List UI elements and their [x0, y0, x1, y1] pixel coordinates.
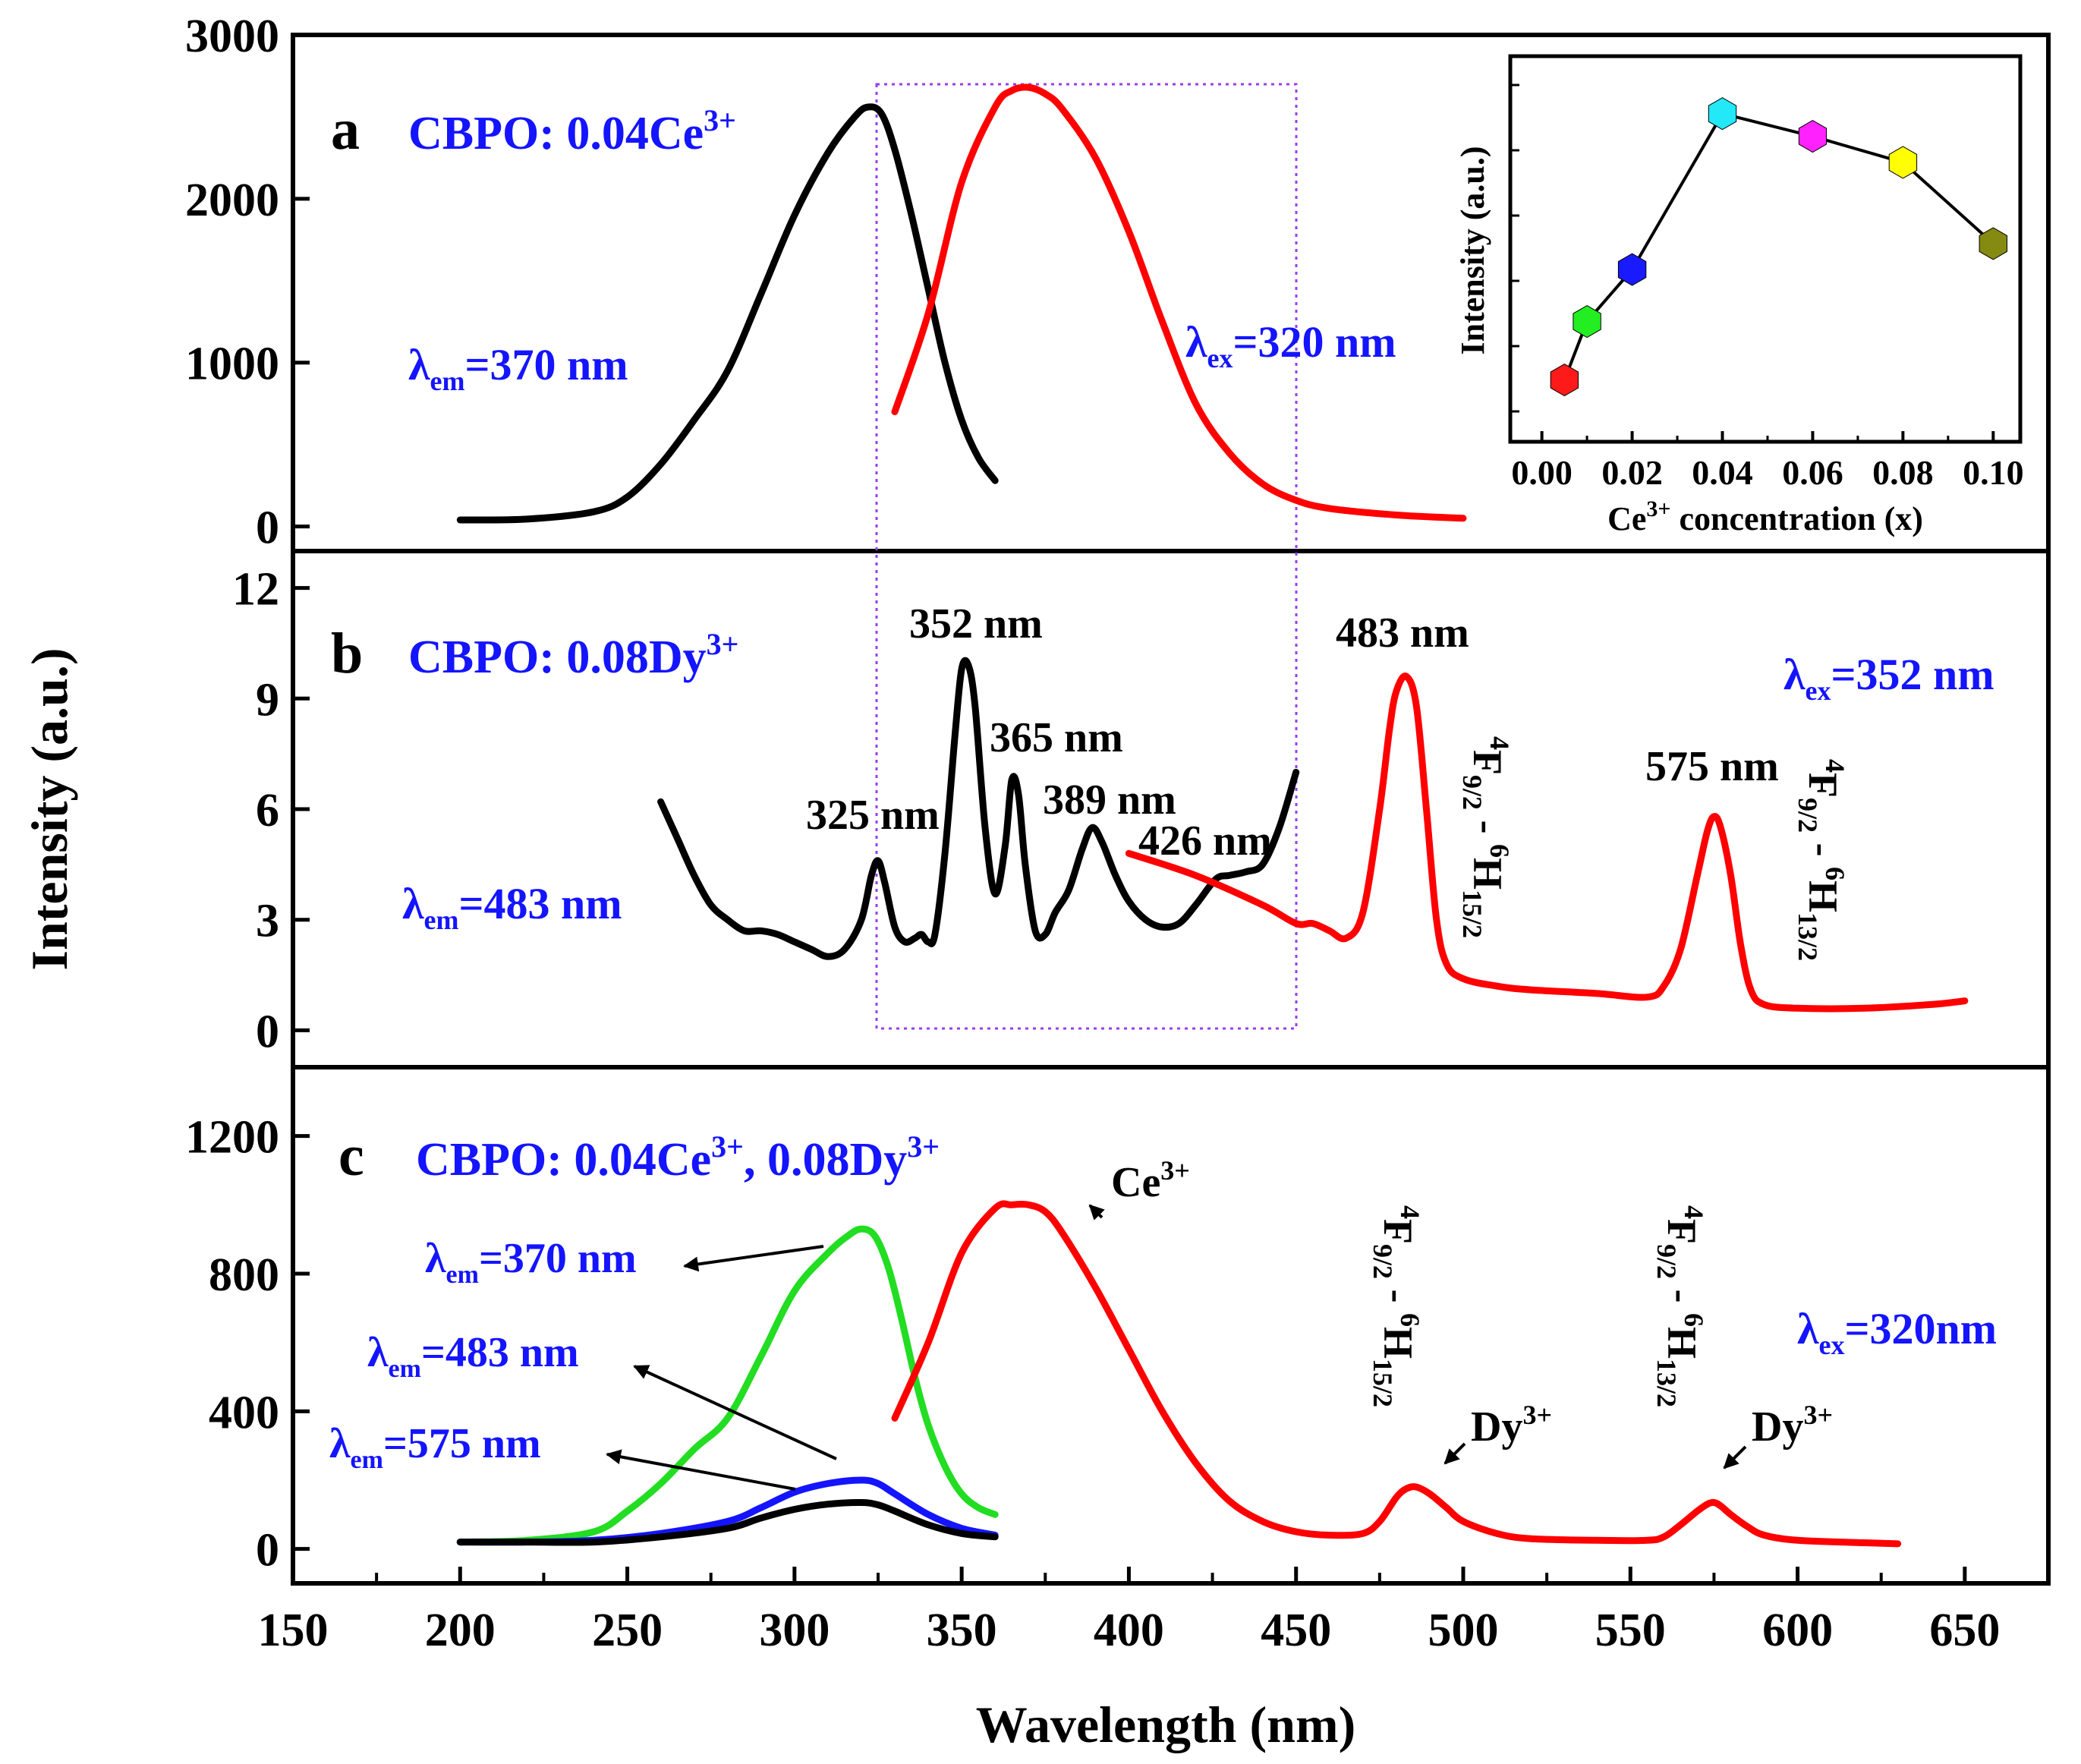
- ce-label: Ce3+: [1111, 1155, 1190, 1206]
- dy-label-2: Dy3+: [1752, 1400, 1833, 1451]
- peak-label-325: 325 nm: [806, 792, 940, 839]
- panel-b-y-ticks: 0 3 6 9 12: [232, 564, 310, 1057]
- panel-c-lambda-em-483: λem=483 nm: [367, 1329, 579, 1383]
- arrow-em-370: [683, 1245, 824, 1272]
- panel-b-y-tick-label: 3: [256, 896, 279, 947]
- panel-a-lambda-em: λem=370 nm: [408, 340, 628, 396]
- panel-c-letter: c: [338, 1124, 364, 1188]
- panel-b-letter: b: [331, 622, 363, 685]
- inset-marker: [1573, 305, 1601, 339]
- x-tick-label: 250: [592, 1605, 663, 1656]
- inset-x-tick-label: 0.10: [1963, 453, 2024, 492]
- peak-label-575: 575 nm: [1645, 743, 1779, 790]
- arrow-em-575: [606, 1449, 796, 1491]
- inset-axes: 0.00 0.02 0.04 0.06 0.08 0.10: [1510, 83, 2024, 492]
- panel-a-y-tick-label: 1000: [185, 339, 279, 390]
- panel-b-lambda-ex: λex=352 nm: [1783, 650, 1994, 706]
- panel-c-y-tick-label: 400: [209, 1387, 279, 1438]
- panel-c-transition-15-2: 4F9/2 - 6H15/2: [1368, 1205, 1425, 1407]
- panel-c-title: CBPO: 0.04Ce3+, 0.08Dy3+: [416, 1129, 940, 1186]
- inset-x-tick-label: 0.04: [1692, 453, 1753, 492]
- panel-b-series-0-line: [657, 657, 1300, 960]
- inset-frame: [1508, 54, 2023, 444]
- x-tick-label: 650: [1929, 1605, 2000, 1656]
- panel-b-lambda-em: λem=483 nm: [402, 879, 622, 935]
- peak-label-389: 389 nm: [1043, 776, 1176, 824]
- panel-c-y-tick-label: 0: [256, 1525, 279, 1577]
- inset-x-tick-label: 0.00: [1511, 453, 1573, 492]
- x-tick-label: 600: [1762, 1605, 1833, 1656]
- x-tick-label: 200: [425, 1605, 496, 1656]
- panel-c-y-ticks: 0 400 800 1200: [185, 1112, 310, 1577]
- panel-c-series-2-line: [456, 1498, 999, 1546]
- inset-marker: [1979, 227, 2007, 260]
- panel-c-lambda-ex: λex=320nm: [1797, 1304, 1997, 1360]
- panel-c-series-0-line: [456, 1225, 999, 1546]
- panel-c-transition-13-2: 4F9/2 - 6H13/2: [1651, 1205, 1709, 1407]
- panel-b-transition-15-2: 4F9/2 - 6H15/2: [1457, 736, 1515, 938]
- panel-a-y-tick-label: 0: [256, 502, 279, 554]
- inset-y-label: Intensity (a.u.): [1454, 146, 1491, 354]
- peak-label-483: 483 nm: [1336, 610, 1469, 657]
- inset-x-tick-label: 0.02: [1601, 453, 1663, 492]
- panel-c-lambda-em-575: λem=575 nm: [329, 1420, 541, 1474]
- inset-x-tick-label: 0.06: [1782, 453, 1843, 492]
- panel-c-series-3-line: [891, 1200, 1902, 1548]
- peak-label-352: 352 nm: [909, 600, 1043, 647]
- peak-label-426: 426 nm: [1138, 817, 1272, 865]
- panel-a-y-tick-label: 3000: [185, 11, 279, 62]
- curves: [456, 83, 1969, 1548]
- inset-x-tick-label: 0.08: [1872, 453, 1934, 492]
- inset-marker: [1798, 120, 1828, 153]
- panel-c-y-tick-label: 800: [209, 1249, 279, 1301]
- panel-c-frame: [291, 1065, 2051, 1586]
- x-tick-label: 450: [1261, 1605, 1331, 1656]
- panel-a-y-tick-label: 2000: [185, 175, 279, 226]
- panel-b-y-tick-label: 0: [256, 1006, 279, 1057]
- x-axis-label: Wavelength (nm): [976, 1696, 1356, 1753]
- panel-a-letter: a: [331, 98, 360, 162]
- x-tick-label: 500: [1428, 1605, 1499, 1656]
- panel-a-y-ticks: 0 1000 2000 3000: [185, 11, 310, 554]
- inset-marker: [1708, 97, 1737, 131]
- panel-a-lambda-ex: λex=320 nm: [1185, 317, 1396, 373]
- peak-label-365: 365 nm: [990, 714, 1123, 761]
- arrow-dy-2: [1723, 1445, 1747, 1469]
- panel-b-y-tick-label: 9: [256, 674, 279, 726]
- inset-marker: [1888, 146, 1918, 179]
- arrow-em-483: [633, 1365, 837, 1460]
- panel-a-series-0-line: [456, 103, 999, 524]
- y-axis-label: Intensity (a.u.): [20, 647, 78, 970]
- dotted-box: [875, 83, 1298, 1030]
- panel-c-series-1-line: [456, 1476, 999, 1546]
- panel-c-lambda-em-370: λem=370 nm: [425, 1235, 637, 1289]
- x-tick-label: 300: [759, 1605, 830, 1656]
- x-tick-label: 400: [1094, 1605, 1164, 1656]
- arrow-ce: [1088, 1204, 1105, 1221]
- panel-b-series-1-line: [1125, 673, 1969, 1013]
- panel-b-y-tick-label: 6: [256, 785, 279, 836]
- inset-x-label: Ce3+ concentration (x): [1607, 496, 1923, 537]
- x-axis-ticks: 150 200 250 300 350 400 450 500 550 600 650: [258, 1567, 2000, 1656]
- panel-a-title: CBPO: 0.04Ce3+: [408, 103, 736, 159]
- dy-label-1: Dy3+: [1471, 1400, 1552, 1451]
- arrow-dy-1: [1443, 1442, 1466, 1465]
- x-tick-label: 350: [927, 1605, 997, 1656]
- panel-b-y-tick-label: 12: [232, 564, 279, 616]
- inset-marker: [1550, 364, 1579, 397]
- x-tick-label: 150: [258, 1605, 329, 1656]
- panel-b-transition-13-2: 4F9/2 - 6H13/2: [1793, 759, 1850, 961]
- inset-marker: [1617, 253, 1647, 286]
- panel-b-title: CBPO: 0.08Dy3+: [408, 627, 738, 683]
- panel-c-y-tick-label: 1200: [185, 1112, 279, 1164]
- x-tick-label: 550: [1595, 1605, 1666, 1656]
- panel-a-series-1-line: [891, 83, 1467, 522]
